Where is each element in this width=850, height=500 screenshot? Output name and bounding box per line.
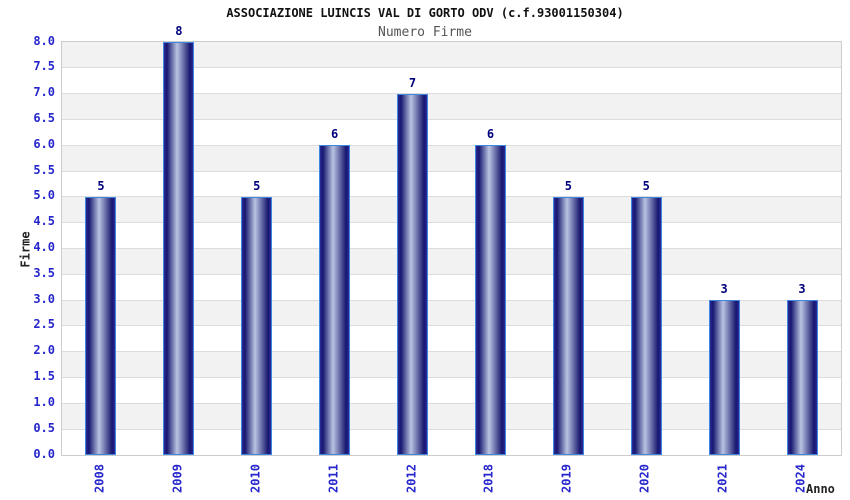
bar-value-label: 7 (408, 75, 417, 90)
y-tick-label: 6.0 (33, 136, 55, 151)
x-tick-label: 2009 (170, 464, 185, 493)
gridline (62, 144, 841, 146)
x-tick-label: 2019 (559, 464, 574, 493)
y-tick-label: 3.0 (33, 291, 55, 306)
bar-2010 (241, 196, 273, 455)
x-tick-label: 2012 (404, 464, 419, 493)
bar-2020 (630, 196, 662, 455)
y-tick-label: 7.0 (33, 85, 55, 100)
gridline (62, 67, 841, 69)
plot-area: 5 8 5 6 7 6 5 5 3 3 (61, 24, 842, 456)
x-axis-label: Anno (806, 482, 835, 496)
gridline (62, 273, 841, 275)
x-tick-label: 2018 (481, 464, 496, 493)
bar-2024 (786, 300, 818, 455)
y-tick-label: 7.5 (33, 59, 55, 74)
bar-2018 (474, 145, 506, 455)
gridline (62, 170, 841, 172)
bar-2021 (708, 300, 740, 455)
gridline (62, 196, 841, 198)
x-tick-label: 2010 (248, 464, 263, 493)
gridline (62, 93, 841, 95)
bar-value-label: 5 (642, 178, 650, 193)
x-tick-label: 2024 (793, 464, 808, 493)
gridline (62, 299, 841, 301)
gridline (62, 402, 841, 404)
bar-value-label: 5 (564, 178, 572, 193)
bar-value-label: 5 (97, 178, 105, 193)
bar-value-label: 6 (486, 127, 495, 142)
y-tick-label: 2.5 (33, 317, 55, 332)
gridline (62, 118, 841, 120)
y-tick-label: 5.5 (33, 162, 55, 177)
y-tick-label: 2.0 (33, 343, 55, 358)
bar-2019 (552, 196, 584, 455)
bar-2009 (163, 42, 195, 455)
y-tick-label: 0.0 (33, 446, 55, 461)
y-tick-label: 5.0 (33, 188, 55, 203)
chart-title: ASSOCIAZIONE LUINCIS VAL DI GORTO ODV (c… (226, 6, 624, 20)
y-tick-label: 1.5 (33, 369, 55, 384)
bar-value-label: 6 (331, 127, 339, 142)
gridline (62, 377, 841, 379)
gridline (62, 325, 841, 327)
x-tick-label: 2011 (326, 464, 341, 493)
x-tick-label: 2020 (637, 464, 652, 493)
bar-value-label: 3 (720, 282, 728, 297)
gridline (62, 248, 841, 249)
gridline (62, 222, 841, 224)
bar-2008 (85, 196, 117, 455)
y-tick-label: 6.5 (33, 110, 55, 125)
x-tick-label: 2008 (92, 464, 107, 493)
y-tick-label: 8.0 (33, 33, 55, 48)
y-tick-label: 4.5 (33, 214, 55, 229)
gridline (62, 428, 841, 430)
chart-subtitle: Numero Firme (378, 25, 472, 40)
y-tick-label: 1.0 (33, 394, 55, 409)
bar-value-label: 5 (253, 178, 261, 193)
y-tick-label: 4.0 (33, 240, 55, 254)
x-tick-label: 2021 (715, 464, 730, 493)
bar-2012 (397, 93, 429, 455)
bar-value-label: 3 (798, 282, 806, 297)
y-tick-label: 0.5 (33, 420, 55, 435)
bar-value-label: 8 (175, 24, 183, 38)
gridline (62, 351, 841, 353)
y-tick-label: 3.5 (33, 265, 55, 280)
bar-2011 (319, 145, 351, 455)
